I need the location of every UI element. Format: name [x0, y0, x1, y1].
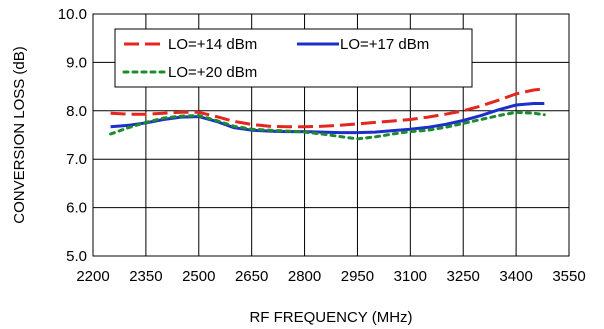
legend-label-lo17: LO=+17 dBm [340, 36, 429, 53]
x-tick-label: 2200 [76, 268, 109, 285]
legend-label-lo20: LO=+20 dBm [168, 64, 257, 81]
x-tick-label: 2800 [288, 268, 321, 285]
y-axis-title: CONVERSION LOSS (dB) [11, 46, 28, 224]
y-tick-label: 7.0 [66, 151, 87, 168]
x-axis-title: RF FREQUENCY (MHz) [249, 309, 412, 326]
legend-box [114, 28, 473, 88]
x-axis-tick-labels: 2200 2350 2500 2650 2800 2950 3100 3250 3400 3550 [76, 268, 585, 285]
y-tick-label: 10.0 [58, 6, 87, 23]
series-line-lo20 [109, 110, 546, 141]
x-tick-label: 2950 [341, 268, 374, 285]
x-tick-label: 2650 [235, 268, 268, 285]
x-tick-label: 3250 [447, 268, 480, 285]
y-tick-label: 5.0 [66, 248, 87, 265]
series-line-lo14 [110, 87, 545, 129]
y-axis-tick-labels: 5.0 6.0 7.0 8.0 9.0 10.0 [58, 6, 87, 265]
y-tick-label: 6.0 [66, 200, 87, 217]
legend-label-lo14: LO=+14 dBm [168, 36, 257, 53]
x-tick-label: 3400 [499, 268, 532, 285]
x-tick-label: 3550 [552, 268, 585, 285]
y-tick-label: 8.0 [66, 103, 87, 120]
legend: LO=+14 dBm LO=+17 dBm LO=+20 dBm [114, 28, 473, 88]
x-tick-label: 2350 [129, 268, 162, 285]
plot-frame [92, 13, 570, 257]
series-layer [109, 87, 546, 141]
x-tick-label: 2500 [182, 268, 215, 285]
y-tick-label: 9.0 [66, 54, 87, 71]
x-tick-label: 3100 [394, 268, 427, 285]
